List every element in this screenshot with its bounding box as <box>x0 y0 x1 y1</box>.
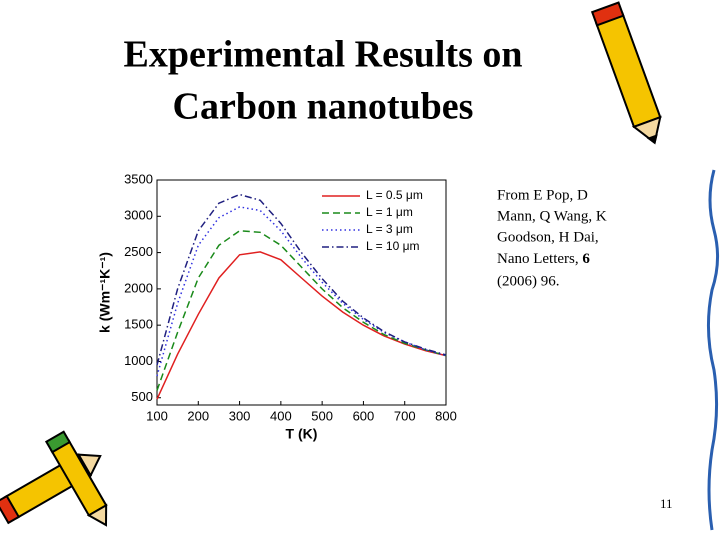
x-tick-label: 700 <box>394 408 416 423</box>
x-tick-label: 400 <box>270 408 292 423</box>
x-tick-label: 600 <box>353 408 375 423</box>
citation-line: (2006) 96. <box>497 273 560 289</box>
y-tick-label: 3500 <box>124 171 153 186</box>
citation-line: Goodson, H Dai, <box>497 229 599 245</box>
page-number: 11 <box>660 496 673 511</box>
series-line <box>156 251 447 400</box>
x-axis-label: T (K) <box>286 426 318 442</box>
y-tick-label: 2000 <box>124 280 153 295</box>
citation-line: Nano Letters, 6 <box>497 251 590 267</box>
chart: 100 200 300 400 500 600 700 800 500 1000 1500 2000 2… <box>97 171 457 441</box>
journal: Nano Letters, <box>497 251 579 267</box>
x-tick-label: 100 <box>146 408 168 423</box>
legend: L = 0.5 μm L = 1 μm L = 3 μm L = 10 μm <box>315 183 439 261</box>
legend-label: L = 3 μm <box>366 222 413 236</box>
y-axis-label: k (Wm⁻¹K⁻¹) <box>97 252 113 333</box>
legend-label: L = 1 μm <box>366 205 413 219</box>
pencil-decoration <box>0 1 662 527</box>
border-decoration <box>706 169 719 531</box>
y-tick-label: 2500 <box>124 244 153 259</box>
title-line: Experimental Results on <box>124 34 523 76</box>
citation-line: From E Pop, D <box>497 187 588 203</box>
y-tick-label: 500 <box>131 389 153 404</box>
y-tick-label: 1000 <box>124 353 153 368</box>
x-tick-label: 300 <box>229 408 251 423</box>
legend-label: L = 10 μm <box>366 239 420 253</box>
x-tick-label: 200 <box>187 408 209 423</box>
legend-label: L = 0.5 μm <box>366 188 423 202</box>
citation: From E Pop, D Mann, Q Wang, K Goodson, H… <box>497 187 607 289</box>
x-tick-label: 800 <box>435 408 457 423</box>
series-line <box>156 193 447 366</box>
plot-frame <box>156 179 447 406</box>
volume: 6 <box>582 251 590 267</box>
y-tick-label: 1500 <box>124 317 153 332</box>
series-line <box>156 230 447 391</box>
y-tick-label: 3000 <box>124 208 153 223</box>
x-tick-label: 500 <box>311 408 333 423</box>
citation-line: Mann, Q Wang, K <box>497 208 607 224</box>
title-line: Carbon nanotubes <box>173 86 474 128</box>
